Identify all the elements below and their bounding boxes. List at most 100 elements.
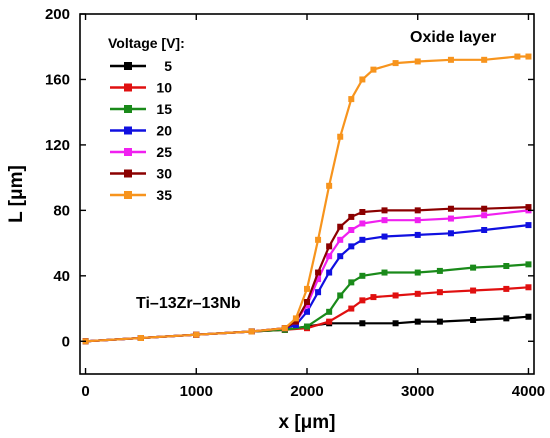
data-point: [414, 207, 421, 214]
data-point: [359, 76, 366, 83]
data-point: [326, 253, 333, 260]
data-point: [304, 299, 310, 305]
data-point: [315, 289, 322, 296]
data-point: [525, 284, 532, 291]
series-layer: [82, 53, 532, 345]
data-point: [359, 209, 366, 215]
data-point: [414, 217, 421, 224]
legend-label: 10: [156, 80, 172, 96]
data-point: [348, 305, 355, 312]
data-point: [470, 264, 477, 271]
legend-swatch-marker: [124, 105, 132, 113]
legend-swatch-marker: [124, 126, 132, 135]
legend-item-25: 25: [110, 144, 172, 160]
data-point: [137, 335, 144, 341]
data-point: [348, 243, 355, 250]
data-point: [381, 269, 388, 276]
legend-swatch-marker: [124, 169, 132, 178]
data-point: [525, 261, 532, 268]
data-point: [392, 60, 399, 67]
data-point: [481, 205, 488, 212]
data-point: [281, 325, 288, 332]
data-point: [436, 289, 443, 296]
data-point: [348, 227, 355, 233]
data-point: [392, 320, 399, 327]
legend-label: 15: [156, 101, 172, 117]
data-point: [392, 292, 399, 299]
data-point: [337, 253, 344, 260]
data-point: [326, 182, 333, 189]
data-point: [481, 227, 488, 233]
x-tick-label: 3000: [401, 383, 434, 400]
data-point: [447, 215, 454, 222]
data-point: [315, 276, 322, 283]
series-30: [82, 204, 532, 345]
data-point: [503, 315, 510, 322]
data-point: [514, 53, 521, 60]
data-point: [481, 56, 488, 63]
data-point: [414, 318, 421, 325]
data-point: [348, 96, 355, 103]
data-point: [304, 308, 310, 315]
legend-label: 25: [156, 144, 172, 160]
annotation-alloy: Ti–13Zr–13Nb: [136, 295, 241, 312]
data-point: [447, 56, 454, 63]
data-point: [447, 230, 454, 237]
data-point: [481, 212, 488, 219]
data-point: [292, 321, 299, 328]
y-tick-label: 120: [45, 137, 70, 154]
data-point: [326, 308, 333, 315]
data-point: [359, 272, 366, 279]
data-point: [525, 204, 532, 211]
y-tick-label: 40: [53, 268, 70, 285]
legend-item-30: 30: [110, 166, 172, 182]
data-point: [436, 267, 443, 274]
data-point: [381, 217, 388, 224]
ticks-layer: 0 1000 2000 3000 4000 0 40 80 120 160 200: [45, 6, 545, 400]
data-point: [248, 328, 255, 335]
data-point: [326, 318, 333, 325]
legend-item-10: 10: [110, 80, 172, 96]
x-tick-label: 1000: [180, 383, 213, 400]
data-point: [292, 318, 299, 325]
data-point: [525, 222, 532, 229]
data-point: [292, 315, 299, 322]
data-point: [370, 66, 377, 73]
data-point: [348, 279, 355, 286]
data-point: [370, 294, 377, 301]
data-point: [304, 285, 310, 292]
series-line-25: [85, 209, 529, 343]
data-point: [381, 207, 388, 214]
data-point: [337, 236, 344, 243]
data-point: [470, 287, 477, 294]
data-point: [359, 236, 366, 243]
data-point: [525, 53, 532, 60]
data-point: [348, 213, 355, 220]
data-point: [193, 331, 200, 338]
legend-item-35: 35: [110, 187, 172, 203]
x-tick-label: 2000: [290, 383, 323, 400]
legend-swatch-marker: [124, 83, 132, 92]
y-tick-label: 0: [62, 333, 70, 350]
data-point: [414, 269, 421, 276]
y-tick-label: 200: [45, 6, 70, 23]
legend-item-15: 15: [110, 101, 172, 117]
legend-swatch-marker: [124, 62, 132, 70]
x-axis-title: x [μm]: [278, 412, 335, 433]
legend-label: 30: [156, 166, 172, 182]
legend-item-5: 5: [110, 58, 172, 74]
y-axis-title: L [μm]: [6, 165, 27, 223]
data-point: [503, 263, 510, 269]
data-point: [304, 323, 310, 330]
legend-title: Voltage [V]:: [108, 35, 185, 51]
data-point: [359, 320, 366, 327]
data-point: [436, 318, 443, 325]
data-point: [337, 292, 344, 299]
data-point: [315, 269, 322, 276]
annotation-oxide-layer: Oxide layer: [410, 29, 496, 46]
x-tick-label: 0: [81, 383, 89, 400]
legend-swatch-marker: [124, 148, 132, 156]
data-point: [525, 313, 532, 320]
data-point: [414, 290, 421, 297]
